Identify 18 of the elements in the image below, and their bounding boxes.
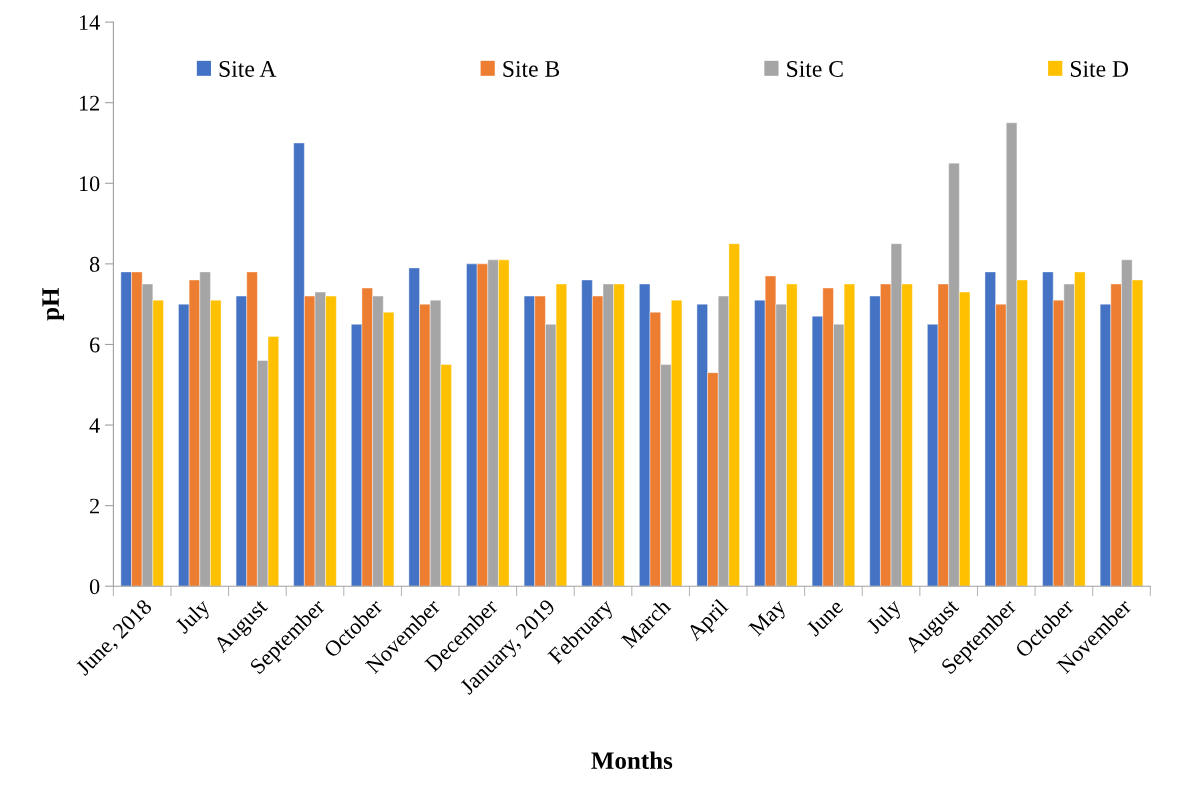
legend-label: Site A: [219, 61, 277, 77]
x-tick-label: July: [173, 597, 215, 638]
x-tick-label: June: [805, 598, 844, 637]
y-tick-label: 0: [89, 579, 100, 595]
y-tick-label: 12: [79, 95, 99, 111]
x-tick-label: May: [748, 597, 791, 640]
y-tick-label: 2: [90, 498, 99, 514]
x-tick-label: July: [865, 597, 906, 638]
y-tick-label: 10: [79, 176, 100, 192]
legend-label: Site D: [1070, 61, 1129, 77]
y-axis-title: pH: [42, 287, 65, 321]
legend-label: Site C: [787, 61, 843, 77]
y-tick-label: 8: [89, 256, 100, 272]
y-tick-label: 6: [90, 337, 100, 353]
x-axis-title: Months: [591, 751, 673, 770]
legend-label: Site B: [503, 61, 560, 77]
y-tick-label: 4: [89, 418, 100, 433]
y-tick-label: 14: [79, 15, 100, 30]
